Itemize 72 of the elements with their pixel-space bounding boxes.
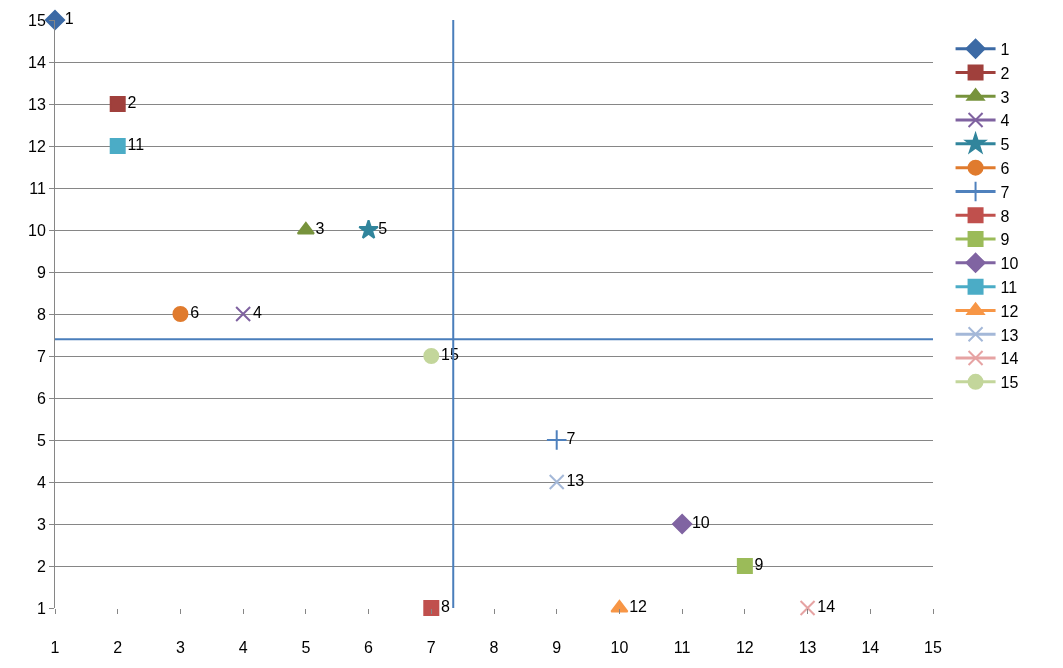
x-tick-label: 14: [861, 639, 880, 657]
legend-label: 9: [1000, 231, 1010, 249]
point: [358, 219, 379, 239]
y-tick-label: 6: [36, 389, 46, 407]
legend-label: 3: [1000, 88, 1010, 106]
x-tick-label: 12: [735, 639, 754, 657]
legend-label: 14: [1000, 350, 1019, 368]
text: 9: [754, 556, 764, 573]
point: [109, 96, 126, 112]
legend-label: 10: [1000, 255, 1019, 273]
point: [423, 348, 440, 364]
legend-label: 7: [1000, 183, 1010, 201]
point: [44, 9, 66, 31]
point: [736, 558, 753, 574]
text: 5: [378, 220, 388, 237]
text: 3: [315, 220, 325, 237]
y-tick-label: 7: [36, 347, 46, 365]
text: 11: [127, 136, 145, 153]
legend-label: 6: [1000, 159, 1010, 177]
x-tick-label: 15: [924, 639, 942, 657]
x-tick-label: 10: [610, 639, 629, 657]
point: [799, 600, 816, 616]
point: [109, 138, 126, 154]
y-tick-label: 5: [36, 431, 46, 449]
x-tick-label: 4: [238, 639, 248, 657]
x-tick-label: 1: [50, 639, 60, 657]
legend-label: 15: [1000, 374, 1019, 392]
x-tick-label: 7: [426, 639, 436, 657]
legend-label: 8: [1000, 207, 1010, 225]
x-tick-label: 13: [798, 639, 817, 657]
legend-label: 11: [1000, 278, 1018, 296]
y-tick-label: 4: [36, 473, 46, 491]
text: 2: [127, 94, 137, 111]
y-tick-label: 2: [36, 557, 46, 575]
text: 12: [629, 598, 647, 615]
point: [172, 306, 189, 322]
point: [235, 306, 252, 322]
text: 1: [64, 10, 74, 27]
y-tick-label: 11: [29, 179, 46, 197]
y-tick-label: 15: [28, 11, 46, 29]
text: 10: [691, 514, 710, 531]
text: 6: [190, 304, 200, 321]
legend-label: 13: [1000, 326, 1019, 344]
y-tick-label: 12: [28, 137, 46, 155]
y-tick-label: 9: [36, 263, 46, 281]
legend-label: 12: [1000, 302, 1019, 320]
x-tick-label: 6: [364, 639, 374, 657]
y-tick-label: 10: [28, 221, 46, 239]
text: 7: [566, 430, 576, 447]
x-tick-label: 11: [673, 639, 691, 657]
x-tick-label: 8: [489, 639, 499, 657]
y-tick-label: 1: [36, 599, 46, 617]
x-tick-label: 5: [301, 639, 311, 657]
x-tick-label: 9: [552, 639, 562, 657]
x-tick-label: 2: [113, 639, 123, 657]
legend-label: 2: [1000, 64, 1010, 82]
point: [548, 474, 565, 490]
legend-label: 1: [1000, 40, 1010, 58]
point: [672, 513, 693, 535]
text: 4: [252, 304, 262, 321]
x-tick-label: 3: [175, 639, 185, 657]
y-tick-label: 3: [36, 515, 46, 533]
text: 8: [441, 598, 450, 615]
y-tick-label: 14: [28, 53, 46, 71]
text: 13: [566, 472, 585, 489]
point: [545, 429, 568, 451]
legend-label: 5: [1000, 136, 1010, 154]
text: 14: [817, 598, 836, 615]
y-tick-label: 13: [28, 95, 46, 113]
point: [423, 600, 440, 616]
legend-label: 4: [1000, 112, 1010, 130]
y-tick-label: 8: [36, 305, 46, 323]
